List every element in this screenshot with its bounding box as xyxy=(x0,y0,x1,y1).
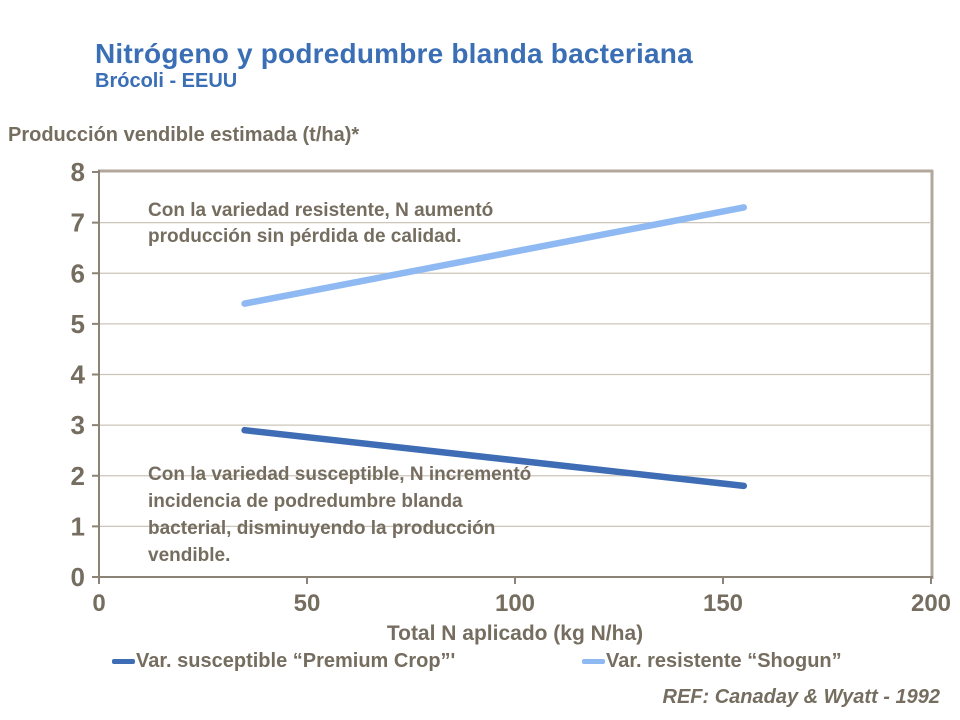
legend-item-susceptible: Var. susceptible “Premium Crop”' xyxy=(112,650,455,673)
svg-text:3: 3 xyxy=(71,410,85,440)
svg-text:8: 8 xyxy=(71,157,85,187)
annotation-line: incidencia de podredumbre blanda xyxy=(148,491,463,512)
annotation-resistant: Con la variedad resistente, N aumentó pr… xyxy=(148,198,493,250)
y-axis-title: Producción vendible estimada (t/ha)* xyxy=(8,124,360,146)
svg-text:100: 100 xyxy=(495,590,535,617)
svg-text:0: 0 xyxy=(71,562,85,592)
annotation-line: Con la variedad resistente, N aumentó xyxy=(148,200,494,221)
svg-text:2: 2 xyxy=(71,461,85,491)
legend-marker-resistant xyxy=(582,659,605,664)
reference-text: REF: Canaday & Wyatt - 1992 xyxy=(662,686,941,708)
legend-label-susceptible: Var. susceptible “Premium Crop”' xyxy=(136,650,456,672)
chart-title: Nitrógeno y podredumbre blanda bacterian… xyxy=(95,38,693,69)
annotation-susceptible: Con la variedad susceptible, N increment… xyxy=(148,461,531,569)
svg-text:150: 150 xyxy=(703,590,743,617)
legend-marker-susceptible xyxy=(112,659,135,664)
annotation-line: Con la variedad susceptible, N increment… xyxy=(148,464,532,485)
chart-subtitle: Brócoli - EEUU xyxy=(95,70,238,92)
svg-text:6: 6 xyxy=(71,258,85,288)
x-axis-title: Total N aplicado (kg N/ha) xyxy=(386,622,644,645)
svg-text:4: 4 xyxy=(71,360,86,390)
legend-item-resistant: Var. resistente “Shogun” xyxy=(582,650,842,673)
annotation-line: bacterial, disminuyendo la producción xyxy=(148,518,496,539)
svg-text:0: 0 xyxy=(92,590,105,617)
svg-text:7: 7 xyxy=(71,208,85,238)
annotation-line: vendible. xyxy=(148,545,231,566)
legend-label-resistant: Var. resistente “Shogun” xyxy=(606,650,842,672)
svg-text:50: 50 xyxy=(294,590,321,617)
svg-text:5: 5 xyxy=(71,309,85,339)
annotation-line: producción sin pérdida de calidad. xyxy=(148,226,462,247)
svg-text:200: 200 xyxy=(911,590,951,617)
svg-text:1: 1 xyxy=(71,511,85,541)
